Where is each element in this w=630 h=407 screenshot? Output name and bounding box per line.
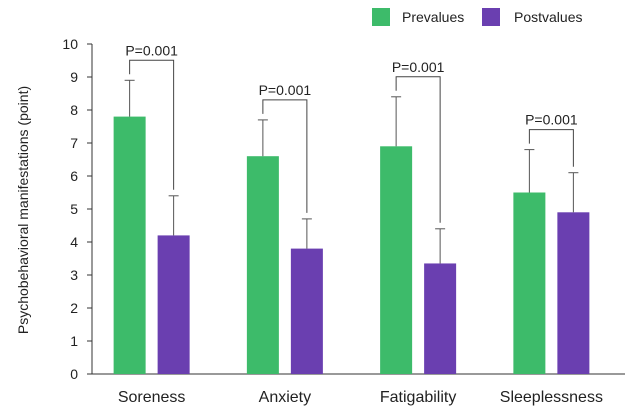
bar-prevalues-soreness: [113, 116, 146, 374]
bar-postvalues-sleeplessness: [557, 212, 590, 374]
y-tick-label: 5: [70, 201, 78, 217]
y-tick-label: 4: [70, 234, 78, 250]
x-category-label: Soreness: [118, 389, 186, 406]
bar-prevalues-sleeplessness: [513, 192, 546, 374]
significance-annotations: P=0.001 P=0.001 P=0.001 P=0.001: [125, 42, 578, 223]
y-axis-label: Psychobehavioral manifestations (point): [15, 86, 31, 334]
y-tick-label: 7: [70, 135, 78, 151]
legend-swatch-prevalues: [372, 8, 390, 26]
bars: [113, 79, 590, 374]
legend-label-postvalues: Postvalues: [514, 9, 582, 25]
bar-postvalues-anxiety: [290, 248, 323, 374]
bar-prevalues-anxiety: [246, 156, 279, 374]
significance-bracket: [262, 99, 308, 213]
x-category-label: Fatigability: [380, 389, 456, 406]
p-value-label: P=0.001: [259, 82, 312, 98]
bar-postvalues-fatigability: [424, 263, 457, 374]
y-tick-label: 0: [70, 366, 78, 382]
legend: Prevalues Postvalues: [372, 8, 582, 26]
y-tick-label: 9: [70, 69, 78, 85]
y-tick-label: 10: [62, 36, 78, 52]
p-value-label: P=0.001: [525, 112, 578, 128]
legend-label-prevalues: Prevalues: [402, 9, 464, 25]
x-category-label: Anxiety: [259, 389, 311, 406]
significance-bracket: [528, 129, 574, 167]
x-category-label: Sleeplessness: [500, 389, 603, 406]
y-tick-label: 6: [70, 168, 78, 184]
y-tick-label: 1: [70, 333, 78, 349]
significance-bracket: [395, 76, 441, 223]
axes: 0 1 2 3 4 5 6 7 8 9 10 Soreness Anxiety Fatigability S…: [62, 36, 625, 406]
y-tick-label: 3: [70, 267, 78, 283]
p-value-label: P=0.001: [125, 42, 178, 58]
legend-swatch-postvalues: [482, 8, 500, 26]
significance-bracket: [129, 59, 175, 190]
bar-postvalues-soreness: [157, 235, 190, 374]
y-tick-label: 8: [70, 102, 78, 118]
p-value-label: P=0.001: [392, 59, 445, 75]
y-tick-label: 2: [70, 300, 78, 316]
bar-prevalues-fatigability: [380, 146, 413, 374]
